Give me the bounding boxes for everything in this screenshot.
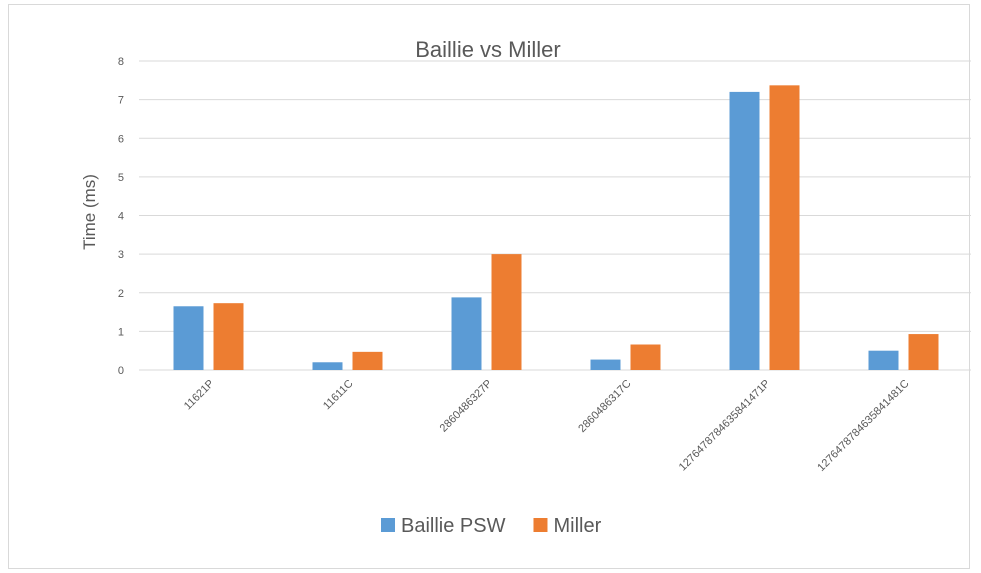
bar-baillie-psw	[173, 306, 204, 370]
y-axis-label: Time (ms)	[80, 174, 99, 250]
bars	[173, 85, 939, 371]
bar-miller	[908, 334, 939, 370]
y-tick-label: 1	[118, 326, 124, 338]
bar-miller	[213, 303, 244, 370]
legend-swatch	[533, 518, 548, 532]
bar-miller	[769, 85, 800, 371]
y-tick-label: 4	[118, 211, 124, 223]
legend-label: Baillie PSW	[401, 515, 506, 537]
bar-miller	[352, 351, 383, 370]
y-axis-ticks: 0 1 2 3 4 5 6 7 8	[118, 56, 124, 377]
chart-title: Baillie vs Miller	[415, 37, 560, 62]
y-tick-label: 7	[118, 95, 124, 107]
x-category-label: 11621P	[182, 378, 217, 413]
bar-baillie-psw	[312, 362, 343, 370]
legend-label: Miller	[553, 515, 601, 537]
bar-baillie-psw	[590, 359, 621, 370]
chart-frame: Baillie vs Miller 0 1 2 3 4 5 6 7 8 Time (ms) 11…	[8, 4, 971, 569]
y-tick-label: 3	[118, 249, 124, 261]
y-tick-label: 6	[118, 133, 124, 145]
x-axis-category-labels: 11621P 11611C 2860486327P 2860486317C 127647…	[182, 378, 912, 474]
bar-baillie-psw	[868, 350, 899, 370]
x-category-label: 2860486317C	[576, 378, 633, 435]
bar-miller	[491, 254, 522, 370]
x-category-label: 2860486327P	[438, 378, 495, 435]
legend-swatch	[381, 518, 395, 532]
x-category-label: 11611C	[321, 378, 356, 413]
x-category-label: 1276478784635841481C	[815, 378, 911, 474]
gridlines	[139, 60, 971, 371]
y-tick-label: 5	[118, 172, 124, 184]
bar-chart: Baillie vs Miller 0 1 2 3 4 5 6 7 8 Time (ms) 11…	[80, 37, 971, 537]
bar-miller	[630, 344, 661, 370]
x-category-label: 1276478784635841471P	[677, 378, 773, 474]
bar-baillie-psw	[451, 297, 482, 370]
y-tick-label: 2	[118, 288, 124, 300]
legend: Baillie PSW Miller	[381, 515, 602, 537]
y-tick-label: 8	[118, 56, 124, 68]
y-tick-label: 0	[118, 365, 124, 377]
bar-baillie-psw	[729, 91, 760, 371]
